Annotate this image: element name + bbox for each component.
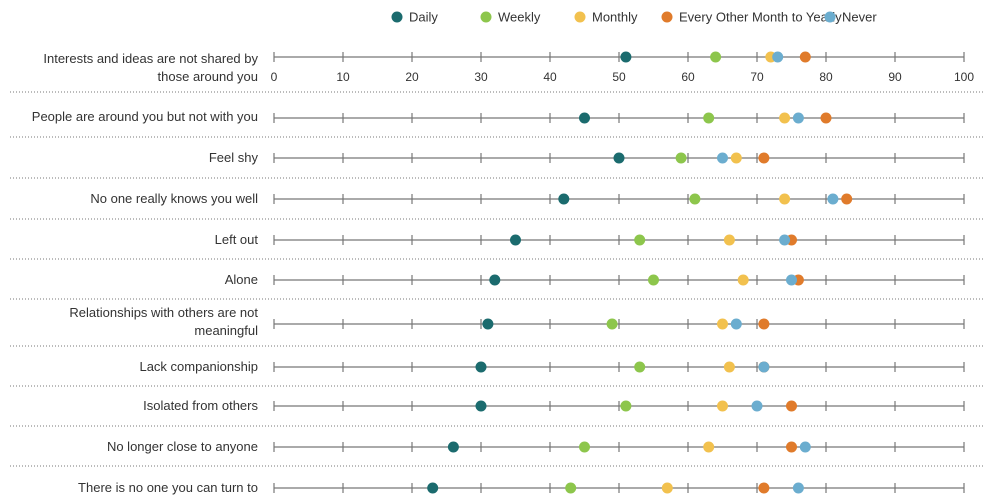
dot bbox=[751, 400, 763, 412]
dot bbox=[634, 234, 646, 246]
x-tick-label: 40 bbox=[543, 70, 557, 84]
dot bbox=[772, 51, 784, 63]
category-label: People are around you but not with you bbox=[31, 109, 258, 124]
category-label: Lack companionship bbox=[139, 359, 258, 374]
dot bbox=[661, 482, 673, 494]
dot bbox=[730, 152, 742, 164]
dot bbox=[779, 234, 791, 246]
dot bbox=[799, 441, 811, 453]
legend-label: Every Other Month to Yearly bbox=[679, 9, 842, 24]
dot bbox=[717, 400, 728, 412]
dot bbox=[648, 274, 659, 286]
dot bbox=[841, 193, 853, 205]
dot bbox=[475, 400, 487, 412]
x-tick-label: 10 bbox=[336, 70, 350, 84]
dot bbox=[792, 112, 804, 124]
dot bbox=[786, 274, 797, 286]
dot bbox=[689, 193, 701, 205]
legend-label: Weekly bbox=[498, 9, 541, 24]
dot bbox=[558, 193, 570, 205]
category-label: Interests and ideas are not shared by th… bbox=[43, 51, 258, 84]
dot bbox=[579, 441, 590, 453]
legend-swatch bbox=[661, 11, 673, 23]
separators bbox=[10, 91, 984, 467]
x-tick-label: 90 bbox=[888, 70, 902, 84]
legend-swatch bbox=[574, 11, 586, 23]
dot bbox=[703, 112, 715, 124]
dot bbox=[703, 441, 715, 453]
x-tick-label: 0 bbox=[271, 70, 278, 84]
dot bbox=[730, 318, 742, 330]
dot bbox=[482, 318, 494, 330]
dot bbox=[565, 482, 577, 494]
legend-label: Daily bbox=[409, 9, 438, 24]
legend-swatch bbox=[480, 11, 492, 23]
dot bbox=[786, 441, 797, 453]
dot bbox=[717, 318, 728, 330]
dot bbox=[737, 274, 749, 286]
category-label: Feel shy bbox=[208, 150, 258, 165]
dot bbox=[820, 112, 832, 124]
dot bbox=[427, 482, 439, 494]
dot bbox=[606, 318, 618, 330]
dot bbox=[579, 112, 590, 124]
dot bbox=[827, 193, 839, 205]
dot bbox=[723, 234, 735, 246]
dot bbox=[620, 400, 632, 412]
dot bbox=[758, 482, 770, 494]
dot bbox=[792, 482, 804, 494]
category-label: No one really knows you well bbox=[90, 191, 258, 206]
dot bbox=[779, 193, 791, 205]
category-label: There is no one you can turn to bbox=[78, 480, 258, 495]
dot bbox=[758, 361, 770, 373]
dot bbox=[613, 152, 625, 164]
x-tick-label: 20 bbox=[405, 70, 419, 84]
x-tick-label: 80 bbox=[819, 70, 833, 84]
dot bbox=[758, 152, 770, 164]
dot bbox=[475, 361, 487, 373]
category-label: Alone bbox=[224, 272, 258, 287]
dot bbox=[620, 51, 632, 63]
category-label: Isolated from others bbox=[143, 398, 258, 413]
x-tick-label: 50 bbox=[612, 70, 626, 84]
dot bbox=[723, 361, 735, 373]
x-tick-label: 70 bbox=[750, 70, 764, 84]
x-tick-label: 60 bbox=[681, 70, 695, 84]
category-label: No longer close to anyone bbox=[106, 439, 258, 454]
legend-label: Monthly bbox=[592, 9, 638, 24]
dot bbox=[489, 274, 501, 286]
dot bbox=[447, 441, 459, 453]
x-tick-label: 100 bbox=[954, 70, 974, 84]
dot bbox=[675, 152, 687, 164]
dot bbox=[799, 51, 811, 63]
legend-swatch bbox=[824, 11, 836, 23]
legend-label: Never bbox=[842, 9, 877, 24]
dot bbox=[710, 51, 722, 63]
dot bbox=[510, 234, 521, 246]
category-label: Left out bbox=[214, 232, 258, 247]
dot bbox=[779, 112, 791, 124]
dot bbox=[786, 400, 797, 412]
category-label: Relationships with others are not meanin… bbox=[69, 305, 258, 338]
dot bbox=[758, 318, 770, 330]
x-tick-label: 30 bbox=[474, 70, 488, 84]
dot bbox=[634, 361, 646, 373]
dot bbox=[717, 152, 728, 164]
legend-swatch bbox=[391, 11, 403, 23]
